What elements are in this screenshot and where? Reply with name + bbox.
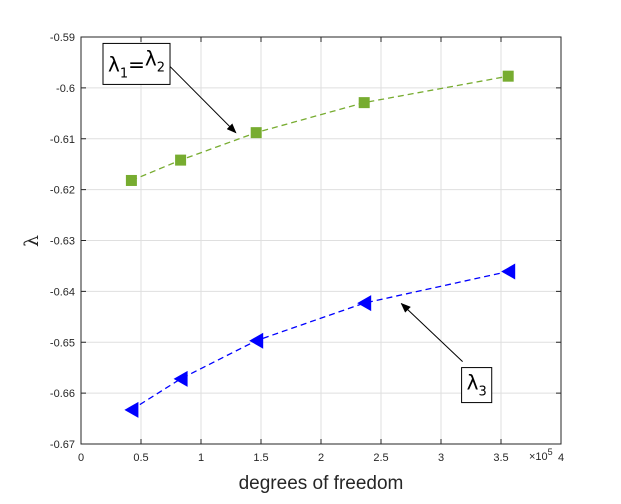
y-tick-label: -0.63 — [50, 236, 75, 248]
annotation-box — [461, 367, 493, 404]
annotation-box — [102, 42, 171, 85]
data-point — [125, 174, 137, 186]
y-tick-label: -0.59 — [50, 32, 75, 44]
x-exponent-label: ×105 — [529, 447, 553, 463]
annotation-2: λ3 — [400, 302, 493, 404]
x-exponent-base: ×10 — [529, 451, 548, 463]
annotations-layer: λ1=λ2 λ3 — [102, 42, 493, 404]
data-point — [501, 263, 516, 280]
y-tick-label: -0.61 — [50, 134, 75, 146]
y-tick-label: -0.65 — [50, 337, 75, 349]
x-exponent-power: 5 — [548, 447, 553, 457]
x-tick-label: 0.5 — [133, 452, 148, 464]
series-2 — [124, 263, 516, 418]
x-tick-label: 2.5 — [373, 452, 388, 464]
y-tick-label: -0.66 — [50, 388, 75, 400]
grid — [81, 37, 561, 444]
data-point — [502, 70, 514, 82]
data-point — [175, 154, 187, 166]
data-point — [249, 332, 264, 349]
x-tick-label: 1 — [198, 452, 204, 464]
data-point — [250, 127, 262, 139]
x-tick-label: 0 — [78, 452, 84, 464]
x-tick-label: 4 — [558, 452, 564, 464]
axis-ticks: 0 0.5 1 1.5 2 2.5 3 3.5 4-0.67-0.66-0.65-0.64-0.… — [50, 32, 564, 464]
data-point — [124, 401, 139, 418]
annotation-label: λ1=λ2 — [108, 46, 165, 81]
y-axis-title: λ — [21, 235, 43, 247]
annotation-arrow — [164, 61, 237, 134]
annotation-1: λ1=λ2 — [102, 42, 237, 134]
x-tick-label: 1.5 — [253, 452, 268, 464]
y-tick-label: -0.64 — [50, 286, 75, 298]
series-1 — [125, 70, 514, 186]
annotation-arrow — [400, 302, 463, 362]
y-tick-label: -0.67 — [50, 439, 75, 451]
data-point — [357, 295, 372, 312]
x-tick-label: 3 — [438, 452, 444, 464]
x-tick-label: 2 — [318, 452, 324, 464]
annotation-label: λ3 — [467, 371, 487, 400]
x-axis-title: degrees of freedom — [239, 473, 404, 494]
y-tick-label: -0.6 — [56, 83, 75, 95]
x-tick-label: 3.5 — [493, 452, 508, 464]
y-tick-label: -0.62 — [50, 185, 75, 197]
data-point — [173, 370, 188, 387]
series-layer — [124, 70, 516, 418]
data-point — [358, 97, 370, 109]
